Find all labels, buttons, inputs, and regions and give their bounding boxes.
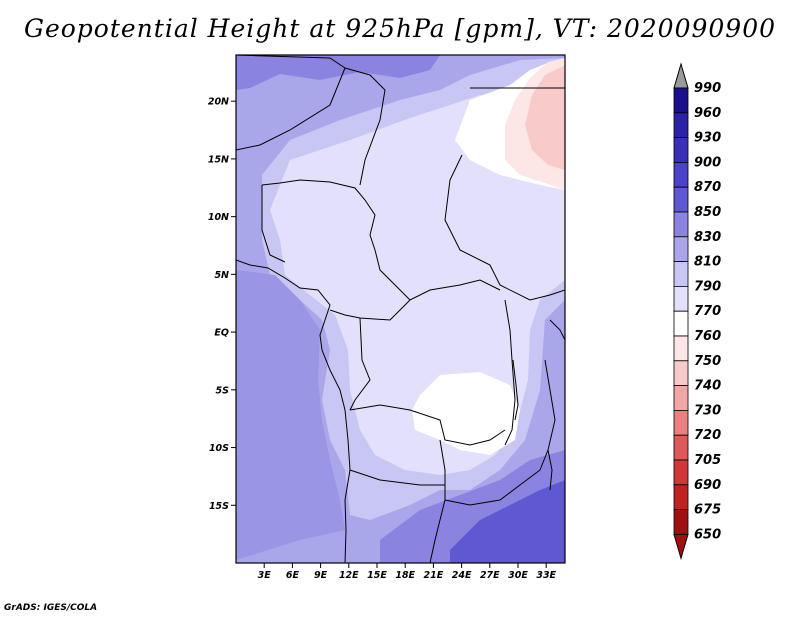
border-line	[344, 67, 386, 186]
lat-tick-label: 20N	[208, 97, 229, 108]
colorbar-swatch	[673, 509, 689, 535]
colorbar-swatch	[673, 161, 689, 188]
border-line	[444, 154, 565, 301]
colorbar-swatch	[673, 87, 689, 114]
lon-tick-label: 9E	[314, 570, 328, 581]
lon-tick-label: 30E	[508, 570, 528, 581]
longitude-axis: 3E 6E 9E 12E 15E 18E 21E 24E 27E 30E 33E	[258, 563, 557, 581]
field-830-atlantic	[236, 270, 345, 560]
colorbar-swatch	[673, 385, 689, 411]
lon-tick-label: 3E	[258, 570, 272, 581]
lat-tick-label: 10N	[208, 212, 229, 223]
lat-tick-label: 5S	[216, 385, 230, 396]
colorbar-label: 720	[694, 428, 721, 443]
border-line	[261, 185, 286, 263]
colorbar-swatch	[673, 112, 689, 139]
colorbar-label: 650	[694, 527, 721, 542]
colorbar-label: 790	[694, 279, 721, 294]
map-frame	[235, 54, 566, 564]
colorbar-label: 850	[694, 205, 721, 220]
lat-tick-label: 15S	[209, 501, 229, 512]
lon-tick-label: 27E	[480, 570, 500, 581]
colorbar-swatch	[673, 186, 689, 213]
lon-tick-label: 15E	[367, 570, 387, 581]
lat-tick-label: 10S	[209, 443, 229, 454]
colorbar-label: 675	[694, 503, 721, 518]
colorbar-label: 870	[694, 180, 721, 195]
colorbar-swatch	[673, 261, 689, 287]
colorbar-swatch	[673, 236, 689, 263]
border-line	[429, 439, 446, 563]
lon-tick-label: 12E	[339, 570, 359, 581]
colorbar-label: 960	[694, 106, 721, 121]
lon-tick-label: 21E	[424, 570, 444, 581]
lon-tick-label: 24E	[452, 570, 472, 581]
lon-tick-label: 18E	[395, 570, 415, 581]
country-borders	[236, 55, 565, 563]
border-line	[539, 359, 556, 471]
colorbar-label: 770	[694, 304, 721, 319]
border-line	[349, 317, 371, 411]
border-line	[261, 179, 376, 251]
colorbar-label: 810	[694, 255, 721, 270]
colorbar-label: 900	[694, 155, 721, 170]
border-line	[349, 469, 445, 486]
colorbar-swatch	[673, 310, 689, 337]
chart-title: Geopotential Height at 925hPa [gpm], VT:…	[23, 14, 777, 43]
colorbar-label: 690	[694, 478, 721, 493]
lon-tick-label: 6E	[286, 570, 300, 581]
border-line	[504, 299, 516, 446]
lat-tick-label: EQ	[214, 328, 229, 339]
colorbar-top-arrow	[673, 62, 689, 89]
lat-tick-label: 5N	[214, 270, 229, 281]
colorbar-label: 705	[694, 453, 721, 468]
colorbar-swatch	[673, 434, 689, 461]
field-870-southeast	[450, 480, 565, 563]
colorbar-swatch	[673, 211, 689, 238]
colorbar-swatch	[673, 484, 689, 510]
field-740	[525, 65, 565, 170]
lat-tick-label: 15N	[208, 154, 229, 165]
lon-tick-label: 33E	[536, 570, 556, 581]
border-line	[349, 404, 506, 446]
colorbar-label: 760	[694, 329, 721, 344]
footer-credit: GrADS: IGES/COLA	[4, 603, 98, 613]
colorbar-bottom-arrow	[673, 533, 689, 561]
lake-tanganyika	[512, 359, 519, 421]
field-760-congo	[412, 372, 520, 455]
colorbar-label: 740	[694, 379, 721, 394]
colorbar-label: 990	[694, 81, 721, 96]
border-line	[549, 319, 565, 341]
border-line	[236, 55, 346, 69]
latitude-axis: 20N 15N 10N 5N EQ 5S 10S 15S	[208, 97, 236, 512]
field-830-north	[236, 55, 440, 90]
border-line	[374, 249, 501, 301]
colorbar-swatch	[673, 335, 689, 362]
colorbar-swatch	[673, 360, 689, 386]
colorbar-label: 750	[694, 354, 721, 369]
border-line	[236, 67, 346, 151]
border-line	[444, 469, 541, 506]
colorbar-swatch	[673, 459, 689, 486]
colorbar-swatch	[673, 409, 689, 436]
colorbar-swatch	[673, 137, 689, 163]
lake-malawi	[547, 449, 553, 491]
colorbar-label: 830	[694, 230, 721, 245]
coastline-west	[236, 259, 351, 563]
colorbar-label: 930	[694, 131, 721, 146]
colorbar-label: 730	[694, 403, 721, 418]
colorbar: 990 960 930 900 870 850 830 810 790 770 760 750 740 7…	[673, 62, 721, 561]
colorbar-swatch	[673, 285, 689, 312]
